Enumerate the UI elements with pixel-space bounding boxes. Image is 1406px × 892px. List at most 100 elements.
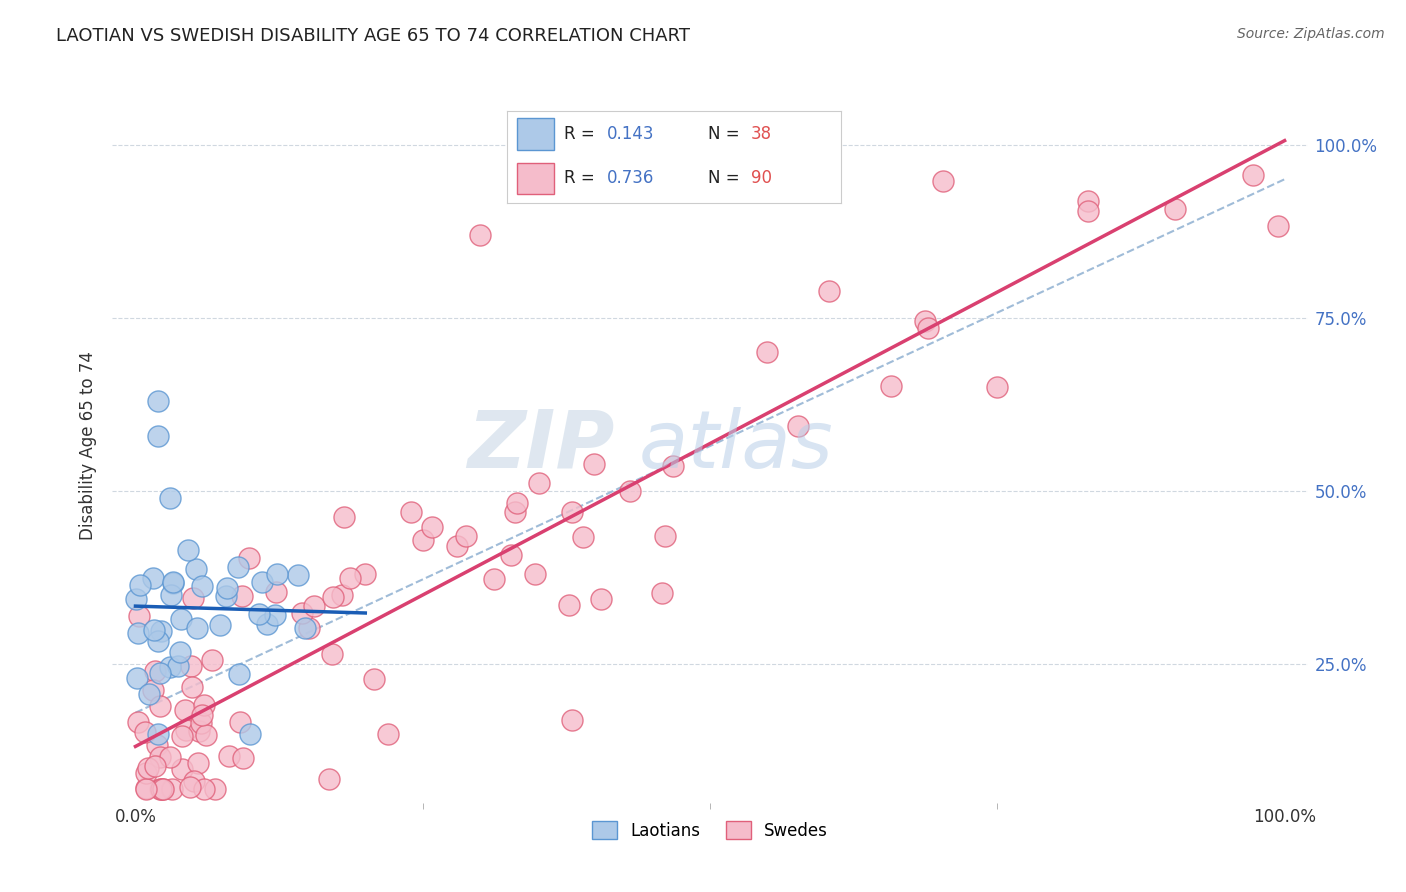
- Point: [128, 608, 150, 623]
- Point: [506, 496, 529, 510]
- Point: [159, 660, 181, 674]
- Point: [183, 774, 205, 789]
- Point: [523, 566, 546, 581]
- Point: [527, 475, 550, 490]
- Point: [184, 562, 207, 576]
- Point: [226, 560, 249, 574]
- Point: [162, 781, 184, 796]
- Text: LAOTIAN VS SWEDISH DISABILITY AGE 65 TO 74 CORRELATION CHART: LAOTIAN VS SWEDISH DISABILITY AGE 65 TO …: [56, 27, 690, 45]
- Legend: Laotians, Swedes: Laotians, Swedes: [583, 814, 837, 848]
- Point: [247, 607, 270, 621]
- Point: [354, 567, 377, 582]
- Point: [149, 698, 172, 713]
- Point: [651, 586, 673, 600]
- Point: [208, 618, 231, 632]
- Point: [1077, 194, 1099, 209]
- Point: [298, 621, 321, 635]
- Point: [377, 726, 399, 740]
- Point: [291, 606, 314, 620]
- Point: [169, 645, 191, 659]
- Point: [571, 530, 593, 544]
- Point: [148, 633, 170, 648]
- Point: [193, 698, 215, 713]
- Point: [501, 548, 523, 562]
- Point: [159, 750, 181, 764]
- Point: [127, 715, 149, 730]
- Point: [1164, 202, 1187, 217]
- Point: [662, 459, 685, 474]
- Point: [232, 751, 254, 765]
- Point: [484, 572, 506, 586]
- Point: [420, 520, 443, 534]
- Point: [188, 724, 211, 739]
- Point: [986, 380, 1008, 394]
- Point: [152, 781, 174, 796]
- Point: [128, 578, 150, 592]
- Text: ZIP: ZIP: [467, 407, 614, 485]
- Point: [183, 591, 205, 605]
- Point: [127, 626, 149, 640]
- Point: [201, 653, 224, 667]
- Point: [145, 758, 167, 772]
- Point: [363, 672, 385, 686]
- Point: [914, 314, 936, 328]
- Point: [125, 671, 148, 685]
- Point: [470, 227, 492, 242]
- Point: [148, 726, 170, 740]
- Point: [256, 616, 278, 631]
- Point: [170, 612, 193, 626]
- Point: [191, 707, 214, 722]
- Point: [125, 592, 148, 607]
- Point: [318, 772, 340, 786]
- Point: [190, 579, 212, 593]
- Point: [654, 529, 676, 543]
- Point: [186, 621, 208, 635]
- Point: [177, 542, 200, 557]
- Point: [238, 551, 260, 566]
- Point: [294, 621, 316, 635]
- Point: [231, 590, 253, 604]
- Point: [190, 716, 212, 731]
- Point: [159, 491, 181, 505]
- Point: [287, 568, 309, 582]
- Point: [1241, 168, 1264, 182]
- Point: [148, 394, 170, 409]
- Point: [399, 505, 422, 519]
- Point: [1267, 219, 1289, 234]
- Point: [264, 585, 287, 599]
- Point: [339, 571, 361, 585]
- Point: [756, 345, 779, 359]
- Point: [149, 750, 172, 764]
- Point: [932, 174, 955, 188]
- Point: [880, 379, 903, 393]
- Y-axis label: Disability Age 65 to 74: Disability Age 65 to 74: [79, 351, 97, 541]
- Point: [167, 659, 190, 673]
- Point: [333, 510, 356, 524]
- Point: [250, 574, 273, 589]
- Point: [170, 729, 193, 743]
- Point: [142, 682, 165, 697]
- Point: [454, 529, 477, 543]
- Point: [266, 566, 288, 581]
- Point: [561, 713, 583, 727]
- Point: [204, 781, 226, 796]
- Text: Source: ZipAtlas.com: Source: ZipAtlas.com: [1237, 27, 1385, 41]
- Point: [138, 687, 160, 701]
- Point: [561, 505, 583, 519]
- Point: [187, 756, 209, 771]
- Point: [146, 738, 169, 752]
- Point: [172, 762, 194, 776]
- Point: [150, 624, 173, 639]
- Point: [142, 571, 165, 585]
- Point: [591, 591, 613, 606]
- Point: [180, 659, 202, 673]
- Point: [174, 723, 197, 737]
- Point: [1077, 204, 1099, 219]
- Point: [302, 599, 325, 614]
- Point: [142, 624, 165, 638]
- Point: [134, 725, 156, 739]
- Point: [917, 320, 939, 334]
- Point: [160, 588, 183, 602]
- Point: [135, 765, 157, 780]
- Point: [263, 607, 285, 622]
